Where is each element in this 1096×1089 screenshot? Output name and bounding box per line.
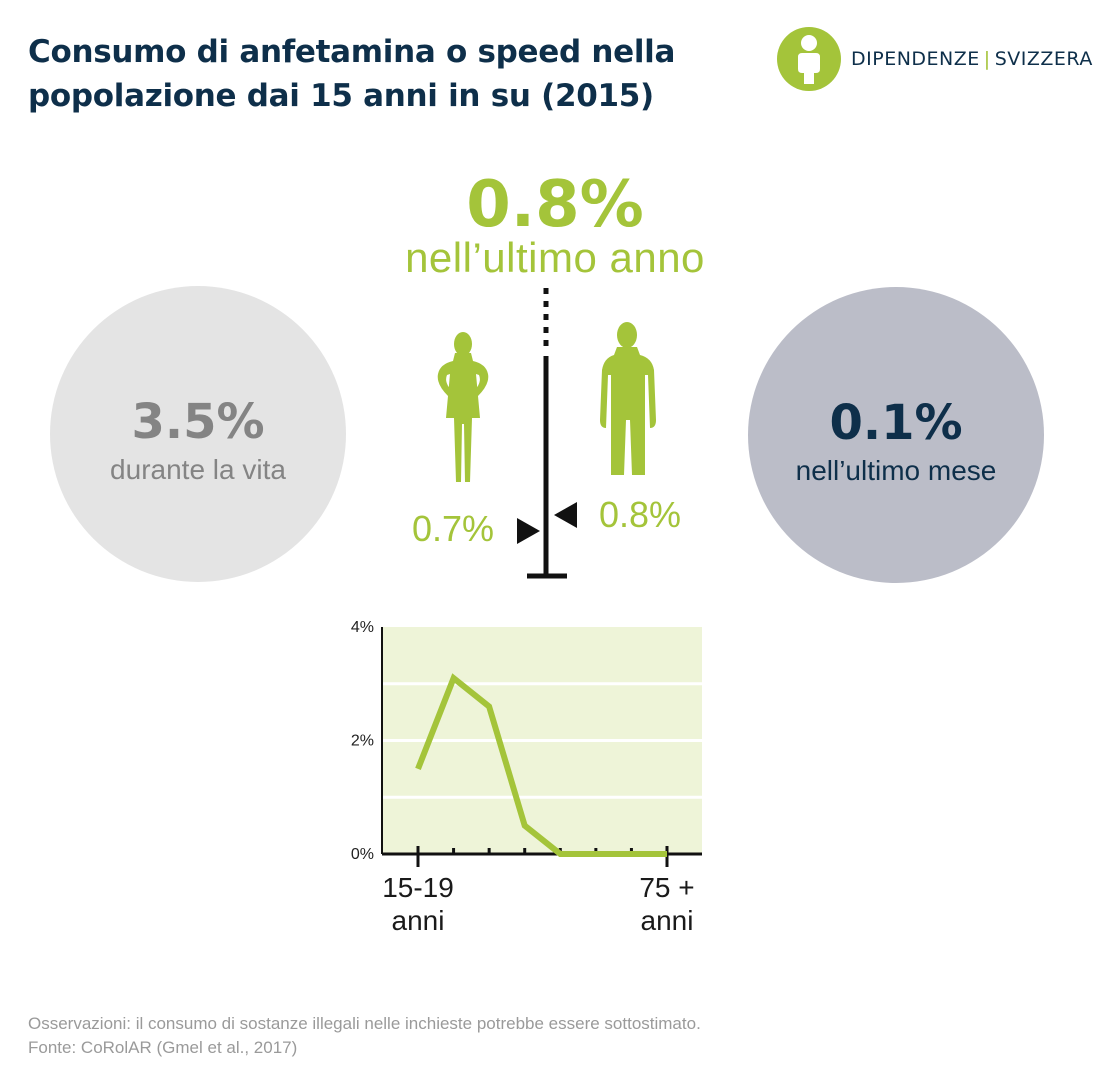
lifetime-circle: 3.5% durante la vita xyxy=(50,286,346,582)
lifetime-label: durante la vita xyxy=(110,454,286,485)
chart-plot-area xyxy=(382,627,702,854)
y-tick-label: 0% xyxy=(351,846,374,863)
female-value: 0.7% xyxy=(412,508,495,549)
logo: DIPENDENZE | SVIZZERA xyxy=(776,26,1092,92)
page-title: Consumo di anfetamina o speed nella popo… xyxy=(28,30,748,118)
last-month-circle: 0.1% nell’ultimo mese xyxy=(748,287,1044,583)
male-value: 0.8% xyxy=(599,494,682,535)
info-person-icon xyxy=(777,27,841,91)
man-silhouette-icon xyxy=(600,322,656,475)
y-tick-label: 2% xyxy=(351,733,374,750)
x-tick-label: 75 + xyxy=(639,872,694,903)
y-tick-label: 4% xyxy=(351,619,374,636)
logo-name-left: DIPENDENZE xyxy=(851,48,980,70)
title-line-2: popolazione dai 15 anni in su (2015) xyxy=(28,78,654,114)
last-month-value: 0.1% xyxy=(829,395,963,451)
scale-bar xyxy=(527,288,567,579)
last-year-label: nell’ultimo anno xyxy=(405,234,705,281)
x-tick-label-unit: anni xyxy=(392,905,445,936)
logo-text: DIPENDENZE | SVIZZERA xyxy=(851,48,1093,70)
woman-silhouette-icon xyxy=(437,332,489,482)
x-axis-ticks xyxy=(416,846,669,867)
footer-source: Fonte: CoRolAR (Gmel et al., 2017) xyxy=(28,1038,298,1057)
x-tick-label: 15-19 xyxy=(382,872,454,903)
footer-note: Osservazioni: il consumo di sostanze ill… xyxy=(28,1014,701,1033)
last-month-label: nell’ultimo mese xyxy=(795,455,997,486)
x-tick-label-unit: anni xyxy=(641,905,694,936)
logo-separator: | xyxy=(983,48,991,70)
y-axis-labels: 0% 2% 4% xyxy=(351,619,374,863)
series-line xyxy=(415,673,667,857)
logo-name-right: SVIZZERA xyxy=(994,48,1093,70)
title-line-1: Consumo di anfetamina o speed nella xyxy=(28,34,676,70)
chart-series xyxy=(415,673,668,857)
lifetime-value: 3.5% xyxy=(131,394,265,450)
male-marker-icon xyxy=(554,502,577,528)
footer: Osservazioni: il consumo di sostanze ill… xyxy=(28,1012,701,1060)
chart-gridlines xyxy=(382,682,702,799)
female-marker-icon xyxy=(517,518,540,544)
last-year-value: 0.8% xyxy=(466,168,644,242)
